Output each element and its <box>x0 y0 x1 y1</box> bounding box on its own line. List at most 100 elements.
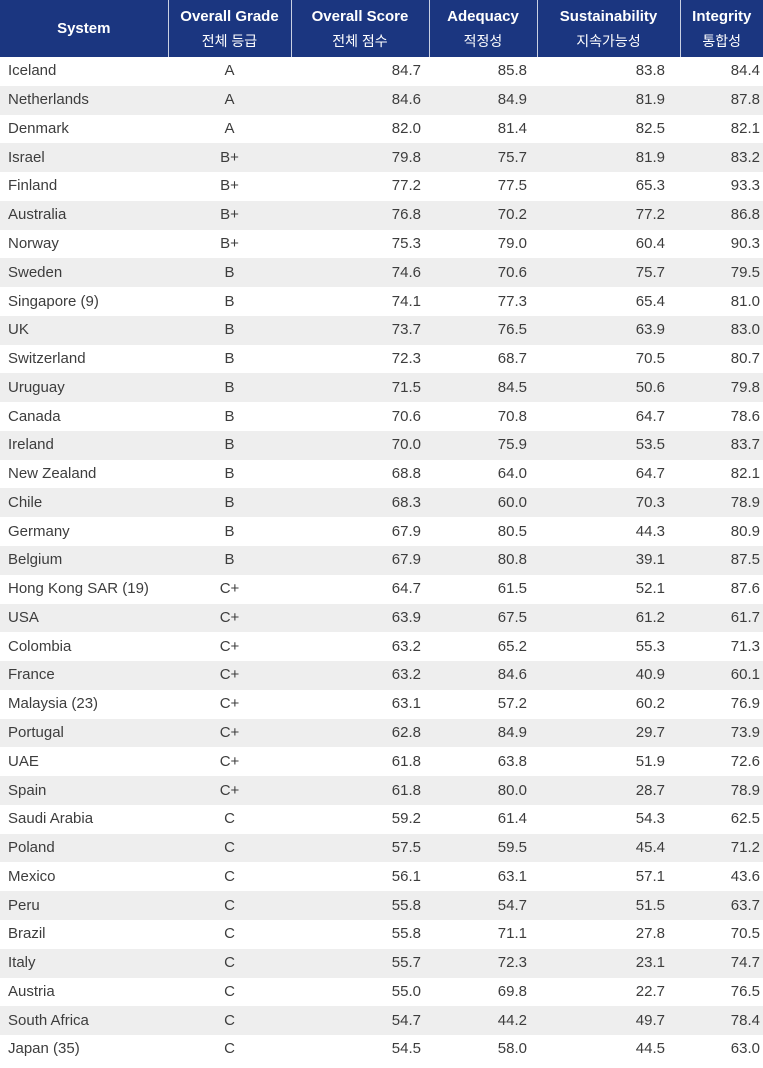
table-row: Iceland A 84.7 85.8 83.8 84.4 <box>0 57 763 86</box>
overall-score-cell: 73.7 <box>291 315 429 345</box>
system-cell: Singapore (9) <box>8 292 99 310</box>
table-row: Belgium B 67.9 80.8 39.1 87.5 <box>0 546 763 575</box>
integrity-cell: 78.4 <box>680 1006 763 1036</box>
overall-score-cell: 61.8 <box>291 776 429 805</box>
overall-score-cell: 77.2 <box>391 177 421 195</box>
overall-score-cell: 56.1 <box>391 867 421 885</box>
integrity-cell: 76.9 <box>730 695 760 713</box>
integrity-cell: 71.3 <box>730 637 760 655</box>
table-row: Canada B 70.6 70.8 64.7 78.6 <box>0 402 763 431</box>
table-row: USA C+ 63.9 67.5 61.2 61.7 <box>0 603 763 633</box>
integrity-cell: 70.5 <box>730 925 760 943</box>
table-row: Austria C 55.0 69.8 22.7 76.5 <box>0 978 763 1007</box>
sustainability-cell: 75.7 <box>537 258 680 288</box>
table-row: Poland C 57.5 59.5 45.4 71.2 <box>0 833 763 863</box>
integrity-cell: 90.3 <box>730 234 760 252</box>
system-cell: Peru <box>0 891 168 920</box>
integrity-cell: 61.7 <box>680 603 763 633</box>
grade-cell: C <box>224 982 235 1000</box>
table-row: South Africa C 54.7 44.2 49.7 78.4 <box>0 1006 763 1036</box>
adequacy-cell: 77.5 <box>497 177 527 195</box>
table-row: Colombia C+ 63.2 65.2 55.3 71.3 <box>0 632 763 661</box>
overall-score-cell: 62.8 <box>291 718 429 748</box>
integrity-cell: 43.6 <box>730 867 760 885</box>
integrity-cell: 74.7 <box>680 948 763 978</box>
sustainability-cell: 23.1 <box>537 948 680 978</box>
table-row: Switzerland B 72.3 68.7 70.5 80.7 <box>0 345 763 374</box>
adequacy-cell: 65.2 <box>497 637 527 655</box>
grade-cell: C <box>168 891 291 920</box>
table-row: Netherlands A 84.6 84.9 81.9 87.8 <box>0 85 763 115</box>
sustainability-cell: 50.6 <box>537 373 680 403</box>
system-cell: Poland <box>0 833 168 863</box>
adequacy-cell: 57.2 <box>497 695 527 713</box>
grade-cell: B <box>168 488 291 518</box>
grade-cell: C <box>168 833 291 863</box>
adequacy-cell: 80.8 <box>429 546 537 575</box>
table-row: Malaysia (23) C+ 63.1 57.2 60.2 76.9 <box>0 690 763 719</box>
adequacy-cell: 70.8 <box>497 407 527 425</box>
overall-score-cell: 63.2 <box>291 661 429 690</box>
table-row: Hong Kong SAR (19) C+ 64.7 61.5 52.1 87.6 <box>0 575 763 604</box>
adequacy-cell: 76.5 <box>429 315 537 345</box>
grade-cell: B <box>224 350 235 368</box>
sustainability-cell: 70.5 <box>635 350 665 368</box>
table-row: Saudi Arabia C 59.2 61.4 54.3 62.5 <box>0 805 763 834</box>
grade-cell: C+ <box>168 603 291 633</box>
overall-score-cell: 74.6 <box>291 258 429 288</box>
sustainability-cell: 82.5 <box>635 119 665 137</box>
adequacy-cell: 54.7 <box>429 891 537 920</box>
sustainability-cell: 65.4 <box>635 292 665 310</box>
system-cell: Spain <box>0 776 168 805</box>
sustainability-cell: 51.9 <box>635 752 665 770</box>
integrity-cell: 78.9 <box>680 776 763 805</box>
sustainability-cell: 70.3 <box>537 488 680 518</box>
grade-cell: B+ <box>168 143 291 173</box>
integrity-cell: 82.1 <box>730 119 760 137</box>
overall-score-cell: 76.8 <box>291 200 429 230</box>
header-integrity: Integrity 통합성 <box>680 0 763 57</box>
adequacy-cell: 63.1 <box>497 867 527 885</box>
adequacy-cell: 81.4 <box>497 119 527 137</box>
overall-score-cell: 55.8 <box>291 891 429 920</box>
table-row: Norway B+ 75.3 79.0 60.4 90.3 <box>0 230 763 259</box>
header-adequacy: Adequacy 적정성 <box>429 0 538 57</box>
integrity-cell: 93.3 <box>730 177 760 195</box>
overall-score-cell: 84.6 <box>291 85 429 115</box>
adequacy-cell: 69.8 <box>497 982 527 1000</box>
grade-cell: C+ <box>219 752 240 770</box>
table-row: UK B 73.7 76.5 63.9 83.0 <box>0 315 763 345</box>
integrity-cell: 87.5 <box>680 546 763 575</box>
overall-score-cell: 72.3 <box>391 350 421 368</box>
table-row: Australia B+ 76.8 70.2 77.2 86.8 <box>0 200 763 230</box>
table-row: Portugal C+ 62.8 84.9 29.7 73.9 <box>0 718 763 748</box>
grade-cell: B <box>224 292 235 310</box>
grade-cell: C <box>224 867 235 885</box>
system-cell: South Africa <box>0 1006 168 1036</box>
system-cell: Germany <box>8 522 70 540</box>
integrity-cell: 81.0 <box>730 292 760 310</box>
overall-score-cell: 55.0 <box>391 982 421 1000</box>
overall-score-cell: 67.9 <box>391 522 421 540</box>
integrity-cell: 87.6 <box>730 580 760 598</box>
sustainability-cell: 53.5 <box>537 430 680 460</box>
overall-score-cell: 64.7 <box>391 580 421 598</box>
adequacy-cell: 58.0 <box>497 1040 527 1058</box>
integrity-cell: 80.7 <box>730 350 760 368</box>
grade-cell: B <box>224 522 235 540</box>
integrity-cell: 86.8 <box>680 200 763 230</box>
grade-cell: C <box>224 925 235 943</box>
adequacy-cell: 60.0 <box>429 488 537 518</box>
overall-score-cell: 70.6 <box>391 407 421 425</box>
sustainability-cell: 64.7 <box>635 407 665 425</box>
adequacy-cell: 79.0 <box>497 234 527 252</box>
table-row: Chile B 68.3 60.0 70.3 78.9 <box>0 488 763 518</box>
adequacy-cell: 70.2 <box>429 200 537 230</box>
adequacy-cell: 80.5 <box>497 522 527 540</box>
sustainability-cell: 39.1 <box>537 546 680 575</box>
overall-score-cell: 79.8 <box>291 143 429 173</box>
system-cell: Norway <box>8 234 59 252</box>
table-row: Spain C+ 61.8 80.0 28.7 78.9 <box>0 776 763 805</box>
grade-cell: A <box>224 62 235 80</box>
sustainability-cell: 40.9 <box>537 661 680 690</box>
